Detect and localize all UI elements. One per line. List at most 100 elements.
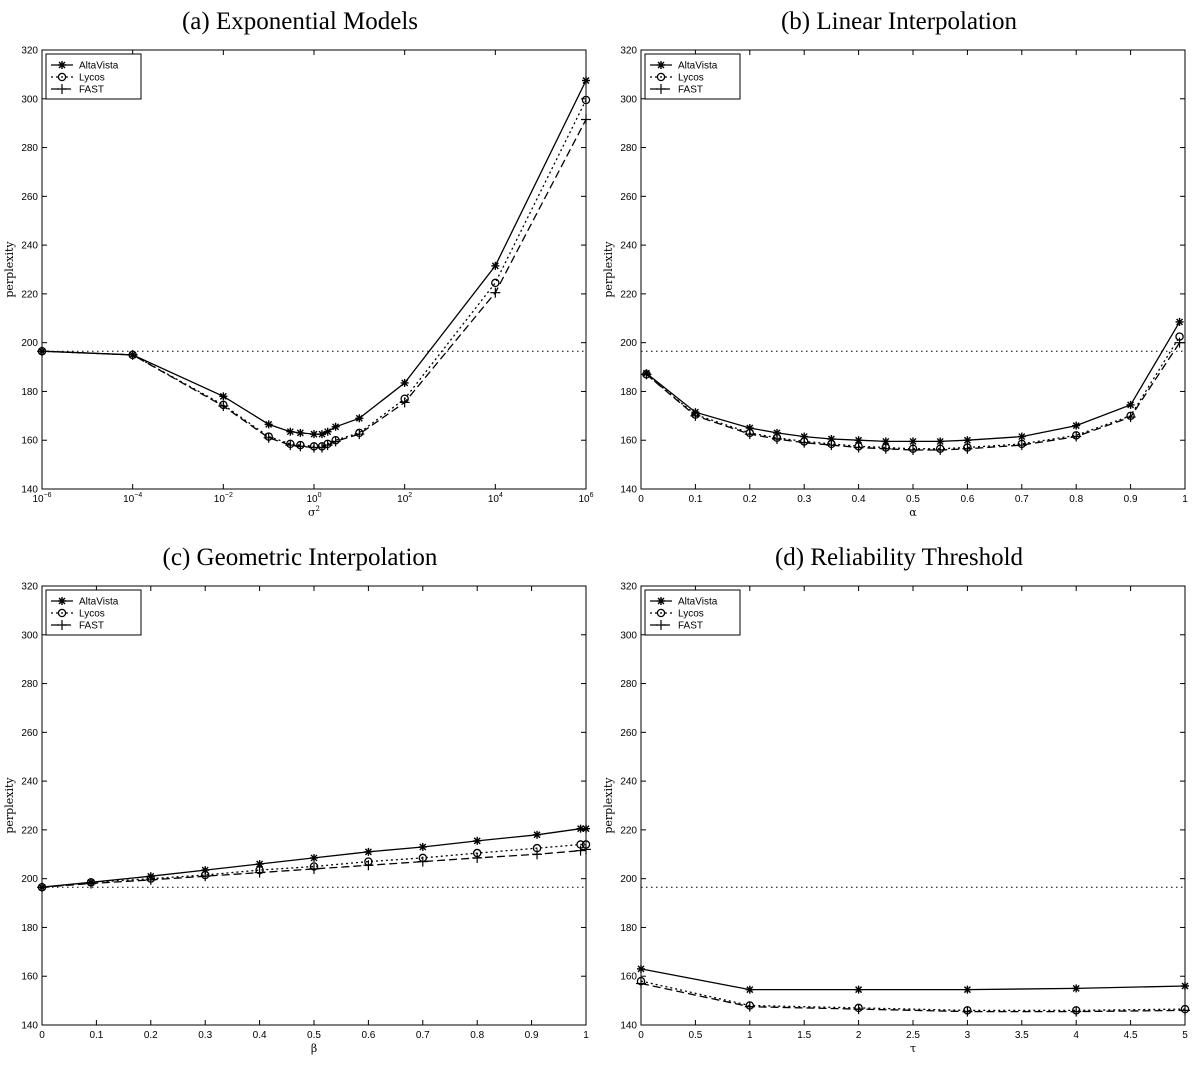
plot-area: 140 160 180 200 220 240 260 280 300 320 0 0.1 0.2 0.3… [602, 46, 1188, 520]
x-tick-label: 0.4 [253, 1030, 267, 1041]
data-point [1125, 412, 1136, 423]
data-point [218, 401, 229, 412]
data-point [254, 867, 265, 878]
y-tick-label: 260 [21, 192, 38, 203]
chart-panel-b: (b) Linear Interpolation 140 160 180 200 220… [599, 0, 1199, 536]
x-tick-label: 104 [488, 492, 503, 505]
data-point [323, 427, 332, 436]
legend-item: AltaVista [650, 61, 718, 72]
y-tick-label: 200 [620, 338, 637, 349]
legend-label: FAST [79, 85, 104, 96]
x-tick-label: 0.7 [416, 1030, 430, 1041]
data-point [310, 853, 318, 862]
y-tick-label: 140 [21, 1021, 38, 1032]
y-tick-label: 240 [620, 777, 637, 788]
x-tick-label: 0 [39, 1030, 45, 1041]
data-point [1071, 431, 1082, 442]
data-point [1126, 400, 1135, 409]
y-tick-label: 260 [21, 728, 38, 739]
data-point [935, 444, 946, 455]
legend-marker [657, 597, 665, 605]
x-tick-label: 3 [965, 1030, 971, 1041]
y-tick-label: 240 [21, 777, 38, 788]
data-point [853, 1004, 864, 1015]
y-tick-label: 280 [21, 679, 38, 690]
legend-marker [656, 620, 666, 630]
y-tick-label: 280 [21, 143, 38, 154]
plot-area: 140 160 180 200 220 240 260 280 300 320 0 0.5 1 1.5 2 2… [602, 582, 1190, 1055]
data-point [322, 440, 333, 451]
x-tick-label: 0.9 [1124, 494, 1138, 505]
x-tick-label: 102 [397, 492, 412, 505]
legend-item: FAST [650, 84, 703, 96]
y-tick-label: 300 [620, 630, 637, 641]
data-point [962, 1006, 973, 1017]
x-tick-label: 0.6 [361, 1030, 375, 1041]
data-point [637, 964, 645, 973]
x-tick-label: 2.5 [906, 1030, 920, 1041]
data-point [285, 440, 296, 451]
series-line [41, 848, 587, 888]
series-altavista [637, 964, 1189, 994]
y-tick-label: 300 [620, 94, 637, 105]
data-point [853, 442, 864, 453]
legend-marker [57, 608, 67, 618]
y-tick-label: 180 [620, 387, 637, 398]
y-tick-label: 300 [21, 630, 38, 641]
data-point [581, 844, 591, 855]
data-point [962, 443, 973, 454]
x-tick-label: 0.7 [1015, 494, 1029, 505]
x-axis-label: τ [910, 1042, 916, 1055]
data-point [1175, 317, 1184, 326]
data-point [581, 114, 591, 125]
data-point [400, 378, 409, 387]
data-point [908, 444, 918, 455]
y-tick-label: 180 [620, 923, 637, 934]
series-fast [636, 978, 1190, 1017]
series-line [645, 336, 1181, 450]
x-tick-label: 3.5 [1015, 1030, 1029, 1041]
legend-label: Lycos [678, 609, 704, 620]
y-tick-label: 220 [620, 289, 637, 300]
y-tick-label: 160 [620, 972, 637, 983]
data-point [1071, 1006, 1082, 1017]
legend-label: FAST [678, 85, 703, 96]
plot-area: 140 160 180 200 220 240 260 280 300 320 10−6 10−4 10… [3, 46, 594, 520]
legend-item: FAST [51, 620, 104, 632]
legend-item: AltaVista [51, 597, 119, 608]
y-tick-label: 220 [21, 289, 38, 300]
data-point [490, 287, 501, 298]
y-tick-label: 280 [620, 679, 637, 690]
series-line [41, 80, 587, 435]
data-point [127, 349, 138, 360]
legend-marker [657, 61, 665, 69]
plot-area: 140 160 180 200 220 240 260 280 300 320 0 0.1 0.2 0.3… [3, 582, 591, 1055]
x-tick-label: 0 [638, 1030, 644, 1041]
series-line [640, 968, 1186, 991]
data-point [399, 397, 410, 408]
legend-marker [58, 597, 66, 605]
y-axis-label: perplexity [3, 777, 16, 834]
data-point [909, 437, 917, 446]
x-tick-label: 10−2 [214, 492, 233, 505]
data-point [295, 441, 306, 452]
series-fast [37, 114, 591, 453]
x-tick-label: 0.6 [960, 494, 974, 505]
y-tick-label: 240 [21, 241, 38, 252]
data-point [1072, 984, 1081, 993]
y-axis-label: perplexity [602, 241, 615, 298]
x-tick-label: 5 [1182, 1030, 1188, 1041]
series-altavista [38, 824, 590, 892]
data-point [331, 422, 340, 431]
data-point [491, 261, 500, 270]
data-point [826, 440, 837, 451]
x-axis-label: β [311, 1042, 317, 1055]
legend-label: AltaVista [678, 597, 718, 608]
plot-frame [41, 585, 587, 1026]
x-tick-label: 0.5 [906, 494, 920, 505]
x-tick-label: 1 [583, 1030, 589, 1041]
data-point [772, 434, 782, 445]
legend-label: Lycos [79, 609, 105, 620]
data-point [263, 432, 274, 443]
